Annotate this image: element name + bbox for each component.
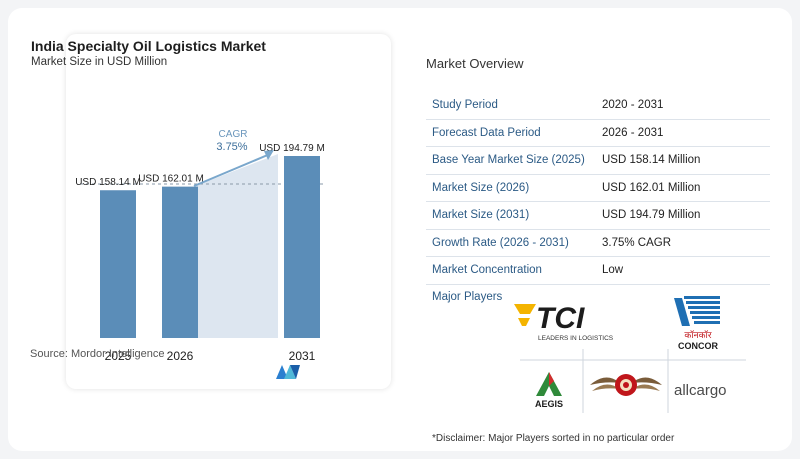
data-label-2026: USD 162.01 M [138, 174, 204, 185]
concor-hindi: कॉनकॉर [684, 330, 711, 340]
cagr-arrow [193, 153, 271, 187]
allcargo-text: allcargo [674, 382, 727, 399]
overview-row-label: Base Year Market Size (2025) [432, 154, 585, 167]
overview-row-value: Low [602, 264, 624, 277]
data-label-2031: USD 194.79 M [259, 143, 325, 154]
allcargo-logo: allcargo [674, 378, 744, 402]
overview-row-value: USD 162.01 Million [602, 181, 701, 194]
aegis-logo: AEGIS [524, 370, 574, 410]
overview-row-value: USD 158.14 Million [602, 154, 701, 167]
chart-title: India Specialty Oil Logistics Market [31, 38, 266, 54]
concor-text: CONCOR [678, 341, 718, 351]
overview-row-value: 2020 - 2031 [602, 99, 664, 112]
bar-2031 [284, 156, 320, 338]
bar-chart: USD 158.14 M 2025 USD 162.01 M 2026 USD 194.… [75, 129, 326, 363]
cagr-area [190, 154, 278, 338]
overview-row: Market Size (2026) USD 162.01 Million [426, 175, 770, 202]
overview-row: Study Period 2020 - 2031 [426, 92, 770, 120]
overview-row-label: Market Concentration [432, 264, 542, 277]
x-tick-2026: 2026 [167, 349, 194, 363]
concor-logo: कॉनकॉर CONCOR [672, 294, 724, 352]
overview-row: Base Year Market Size (2025) USD 158.14 M… [426, 147, 770, 175]
mordor-logo [276, 365, 300, 379]
chart-subtitle: Market Size in USD Million [31, 56, 168, 68]
winged-emblem-logo [586, 363, 666, 407]
overview-title: Market Overview [426, 56, 524, 71]
cagr-label: CAGR [219, 129, 248, 140]
overview-table: Study Period 2020 - 2031 Forecast Data Per… [426, 92, 770, 285]
major-players-label: Major Players [432, 291, 503, 303]
overview-row-label: Market Size (2031) [432, 209, 530, 222]
overview-row: Growth Rate (2026 - 2031) 3.75% CAGR [426, 230, 770, 257]
overview-row-label: Growth Rate (2026 - 2031) [432, 236, 569, 249]
tci-text: TCI [536, 302, 585, 335]
cagr-arrowhead [264, 150, 274, 160]
overview-row-label: Forecast Data Period [432, 126, 541, 139]
tci-tagline: LEADERS IN LOGISTICS [538, 335, 614, 342]
overview-row-value: USD 194.79 Million [602, 209, 701, 222]
overview-row: Forecast Data Period 2026 - 2031 [426, 120, 770, 147]
overview-row-label: Market Size (2026) [432, 181, 530, 194]
chart-source: Source: Mordor Intelligence [30, 348, 165, 360]
aegis-text: AEGIS [535, 399, 563, 409]
bar-2026 [162, 186, 198, 338]
overview-row-label: Study Period [432, 99, 498, 112]
disclaimer: *Disclaimer: Major Players sorted in no … [432, 433, 675, 444]
x-tick-2025: 2025 [105, 349, 132, 363]
overview-row: Market Concentration Low [426, 257, 770, 285]
overview-row-value: 3.75% CAGR [602, 236, 672, 249]
logo-grid-lines [520, 349, 746, 413]
overview-row: Market Size (2031) USD 194.79 Million [426, 202, 770, 230]
overview-row-value: 2026 - 2031 [602, 126, 664, 139]
report-card: USD 158.14 M 2025 USD 162.01 M 2026 USD 194.… [8, 8, 792, 451]
cagr-value: 3.75% [216, 141, 247, 153]
tci-logo: TCI LEADERS IN LOGISTICS [514, 296, 624, 344]
bar-2025 [100, 190, 136, 338]
x-tick-2031: 2031 [289, 349, 316, 363]
data-label-2025: USD 158.14 M [75, 177, 141, 188]
